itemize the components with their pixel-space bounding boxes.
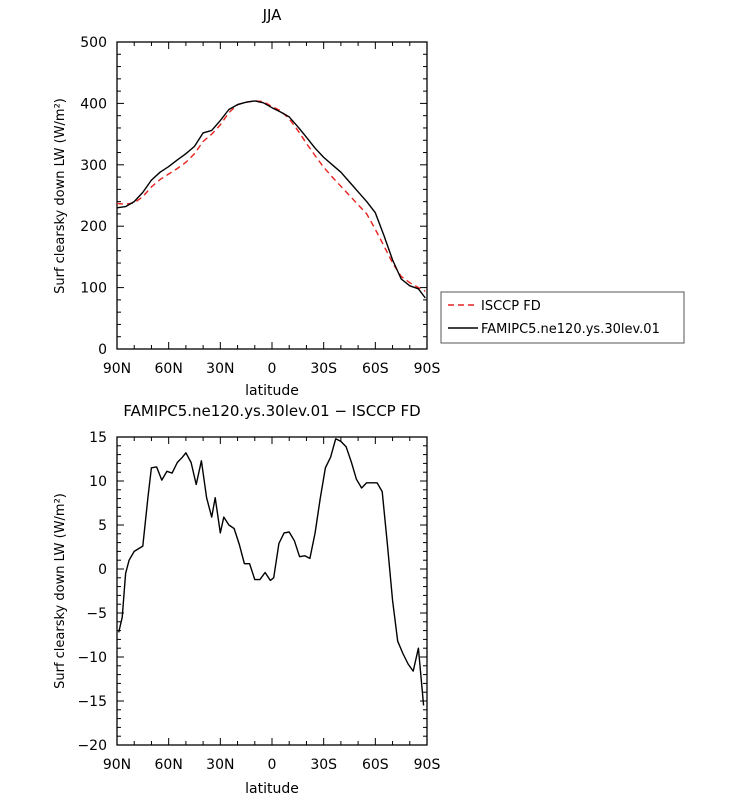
top-series-line-1 xyxy=(116,100,426,299)
top-x-tick-label: 0 xyxy=(268,361,277,377)
top-chart-title: JJA xyxy=(262,6,283,24)
top-chart: JJA 90N 60N 30N 0 30S 60S 90S0100200300400500 … xyxy=(53,6,440,399)
bottom-y-tick-label: 0 xyxy=(98,562,107,578)
bottom-series-line-0 xyxy=(118,438,425,706)
top-y-tick-label: 100 xyxy=(80,281,107,297)
top-y-tick-label: 0 xyxy=(98,342,107,358)
top-x-tick-label: 30N xyxy=(206,361,234,377)
bottom-series-layer xyxy=(118,438,425,706)
bottom-y-tick-label: 15 xyxy=(89,430,107,446)
top-y-tick-label: 500 xyxy=(80,35,107,51)
bottom-y-tick-label: −20 xyxy=(77,738,107,754)
bottom-x-tick-label: 30S xyxy=(310,757,337,773)
bottom-axis-ticks: 90N 60N 30N 0 30S 60S 90S −20 −15 −10 −5 0 5 10 15 xyxy=(77,430,440,773)
bottom-x-tick-label: 60N xyxy=(155,757,183,773)
top-series-line-0 xyxy=(116,100,426,292)
bottom-x-tick-label: 90N xyxy=(103,757,131,773)
top-x-tick-label: 90S xyxy=(414,361,441,377)
top-y-axis-label: Surf clearsky down LW (W/m²) xyxy=(53,98,68,294)
top-x-tick-label: 60N xyxy=(155,361,183,377)
bottom-x-tick-label: 60S xyxy=(362,757,389,773)
legend-label-famipc5: FAMIPC5.ne120.ys.30lev.01 xyxy=(481,322,660,337)
top-axis-ticks: 90N 60N 30N 0 30S 60S 90S 0 100 200 300 400 500 xyxy=(80,35,440,377)
bottom-y-tick-label: −5 xyxy=(86,606,107,622)
bottom-x-tick-label: 30N xyxy=(206,757,234,773)
top-series-layer xyxy=(116,100,426,299)
top-plot-frame xyxy=(116,41,428,350)
bottom-plot-frame xyxy=(116,436,428,746)
bottom-chart-title: FAMIPC5.ne120.ys.30lev.01 − ISCCP FD xyxy=(123,402,420,420)
top-x-tick-label: 30S xyxy=(310,361,337,377)
bottom-x-tick-label: 0 xyxy=(268,757,277,773)
bottom-x-axis-label: latitude xyxy=(245,781,299,797)
bottom-y-tick-label: −10 xyxy=(77,650,107,666)
top-y-tick-label: 200 xyxy=(80,219,107,235)
legend-box xyxy=(440,291,685,344)
top-y-tick-label: 400 xyxy=(80,96,107,112)
legend: ISCCP FD FAMIPC5.ne120.ys.30lev.01 xyxy=(440,291,685,344)
bottom-y-axis-label: Surf clearsky down LW (W/m²) xyxy=(53,493,68,689)
bottom-y-tick-label: 10 xyxy=(89,474,107,490)
top-x-tick-label: 90N xyxy=(103,361,131,377)
bottom-x-tick-label: 90S xyxy=(414,757,441,773)
bottom-y-tick-label: −15 xyxy=(77,694,107,710)
legend-label-isccp: ISCCP FD xyxy=(481,299,541,314)
bottom-y-tick-label: 5 xyxy=(98,518,107,534)
top-x-axis-label: latitude xyxy=(245,383,299,399)
top-y-tick-label: 300 xyxy=(80,158,107,174)
top-x-tick-label: 60S xyxy=(362,361,389,377)
bottom-chart: FAMIPC5.ne120.ys.30lev.01 − ISCCP FD 90N… xyxy=(53,402,440,797)
